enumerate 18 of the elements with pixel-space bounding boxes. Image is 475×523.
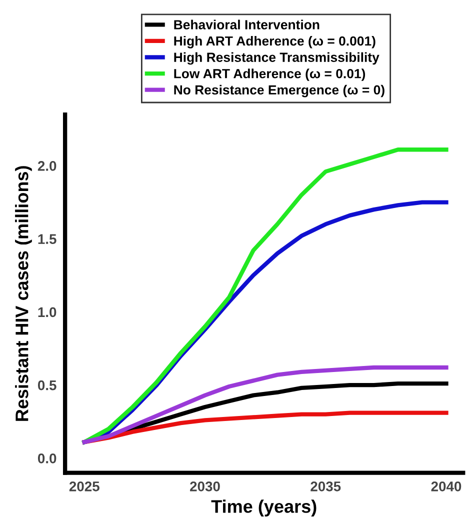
legend-label: Low ART Adherence (ω = 0.01) — [174, 68, 366, 81]
y-axis-title: Resistant HIV cases (millions) — [15, 166, 32, 421]
x-tick-label: 2035 — [310, 481, 341, 492]
x-tick-label: 2040 — [431, 481, 462, 492]
y-tick-label: 1.5 — [38, 234, 56, 244]
y-tick-label: 0.0 — [38, 454, 56, 464]
line-series — [82, 365, 448, 444]
legend-label: No Resistance Emergence (ω = 0) — [174, 84, 384, 98]
y-tick-label: 0.5 — [38, 380, 56, 390]
y-tick-label: 1.0 — [38, 307, 56, 318]
x-tick-label: 2030 — [190, 481, 220, 492]
x-axis-title: Time (years) — [211, 500, 316, 516]
x-tick-label: 2025 — [69, 481, 100, 492]
y-tick-label: 2.0 — [38, 161, 56, 171]
legend-label: Behavioral Intervention — [174, 20, 320, 30]
line-series — [82, 148, 448, 444]
legend-label: High ART Adherence (ω = 0.001) — [174, 36, 376, 48]
legend-label: High Resistance Transmissibility — [174, 52, 380, 65]
